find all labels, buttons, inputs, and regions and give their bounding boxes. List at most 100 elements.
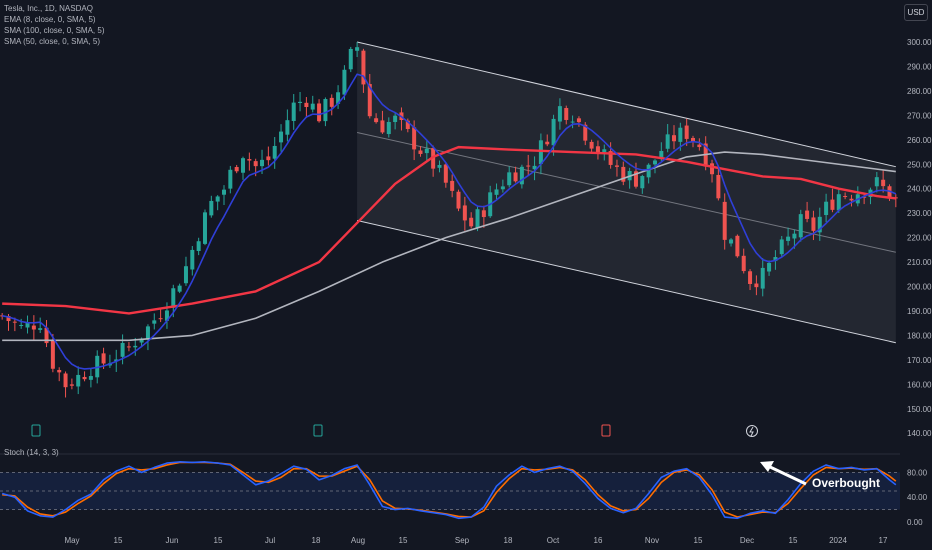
- candle-body: [272, 145, 277, 159]
- candle-body: [608, 151, 613, 165]
- price-tick-label: 240.00: [907, 185, 932, 194]
- time-tick-label: 15: [114, 536, 123, 545]
- overbought-label: Overbought: [812, 476, 880, 490]
- candle-body: [513, 172, 518, 182]
- candle-body: [595, 146, 600, 154]
- time-tick-label: 15: [694, 536, 703, 545]
- price-tick-label: 300.00: [907, 38, 932, 47]
- arrow-head: [760, 461, 774, 472]
- stoch-legend[interactable]: Stoch (14, 3, 3): [4, 448, 59, 457]
- candle-body: [754, 283, 759, 288]
- price-tick-label: 280.00: [907, 87, 932, 96]
- candle-body: [19, 324, 24, 326]
- candle-body: [475, 209, 480, 228]
- candle-body: [114, 359, 119, 362]
- candle-body: [247, 159, 252, 161]
- candle-body: [209, 200, 214, 216]
- overbought-arrow: [760, 461, 807, 486]
- candle-body: [659, 150, 664, 159]
- time-tick-label: Aug: [351, 536, 365, 545]
- time-tick-label: 15: [399, 536, 408, 545]
- candle-body: [222, 189, 226, 195]
- candle-body: [101, 353, 106, 364]
- channel-lower-line: [356, 219, 896, 344]
- price-tick-label: 220.00: [907, 234, 932, 243]
- legend-ema8[interactable]: EMA (8, close, 0, SMA, 5): [4, 15, 96, 24]
- candle-body: [646, 164, 651, 178]
- candle-body: [348, 48, 353, 70]
- currency-button[interactable]: USD: [904, 4, 928, 21]
- candle-body: [621, 166, 626, 182]
- candle-body: [405, 120, 410, 129]
- time-tick-label: May: [64, 536, 79, 545]
- candle-body: [792, 233, 797, 239]
- candle-body: [304, 102, 309, 108]
- candle-body: [50, 339, 55, 369]
- time-tick-label: 18: [312, 536, 321, 545]
- candle-body: [887, 186, 892, 199]
- candle-body: [494, 189, 499, 195]
- candle-body: [76, 374, 81, 387]
- candle-body: [95, 355, 100, 378]
- candle-body: [767, 262, 772, 272]
- candle-body: [443, 164, 448, 183]
- time-tick-label: Jun: [166, 536, 179, 545]
- candle-body: [158, 318, 163, 320]
- candle-body: [773, 257, 778, 262]
- bolt-icon: [749, 426, 754, 437]
- candle-body: [779, 239, 784, 255]
- candle-body: [44, 327, 49, 344]
- candle-body: [215, 196, 220, 202]
- candle-body: [532, 165, 537, 170]
- regression-channel: [356, 41, 896, 344]
- price-tick-label: 290.00: [907, 62, 932, 71]
- time-tick-label: 16: [594, 536, 603, 545]
- time-tick-label: Oct: [547, 536, 560, 545]
- candle-body: [133, 345, 138, 348]
- candle-body: [88, 376, 93, 380]
- candle-body: [710, 163, 715, 175]
- legend-sma100[interactable]: SMA (100, close, 0, SMA, 5): [4, 26, 105, 35]
- symbol-title[interactable]: Tesla, Inc., 1D, NASDAQ: [4, 4, 93, 13]
- candle-body: [177, 285, 182, 292]
- candle-body: [462, 205, 467, 221]
- price-tick-label: 250.00: [907, 160, 932, 169]
- candle-body: [640, 176, 645, 189]
- candle-body: [310, 103, 315, 110]
- candle-body: [139, 338, 144, 343]
- candle-body: [729, 239, 734, 244]
- price-tick-label: 170.00: [907, 356, 932, 365]
- candle-body: [69, 384, 74, 386]
- ema8-line: [2, 73, 897, 370]
- price-tick-label: 260.00: [907, 136, 932, 145]
- sma50-line: [2, 145, 896, 315]
- candle-body: [824, 201, 829, 216]
- legend-sma50[interactable]: SMA (50, close, 0, SMA, 5): [4, 37, 101, 46]
- price-tick-label: 150.00: [907, 405, 932, 414]
- candle-body: [253, 161, 258, 167]
- time-tick-label: 18: [504, 536, 513, 545]
- candle-body: [291, 102, 296, 121]
- candle-body: [678, 127, 683, 142]
- time-tick-label: Jul: [265, 536, 275, 545]
- candle-body: [507, 172, 512, 186]
- candle-body: [849, 198, 854, 201]
- candle-body: [418, 150, 423, 154]
- time-tick-label: Dec: [740, 536, 754, 545]
- price-axis: 300.00 290.00 280.00 270.00 260.00 250.00 240.…: [907, 38, 932, 438]
- candle-body: [266, 156, 271, 161]
- candle-body: [481, 210, 486, 218]
- stochastic-pane: 80.00 40.00 0.00: [0, 453, 928, 527]
- price-tick-label: 270.00: [907, 111, 932, 120]
- candle-body: [380, 120, 385, 133]
- candle-body: [126, 346, 131, 348]
- candle-body: [786, 236, 791, 241]
- candle-body: [697, 144, 702, 148]
- candle-body: [741, 255, 746, 272]
- candle-body: [25, 322, 30, 328]
- candle-body: [317, 103, 322, 122]
- candle-body: [589, 141, 594, 149]
- candle-body: [862, 196, 867, 198]
- candle-body: [386, 121, 391, 135]
